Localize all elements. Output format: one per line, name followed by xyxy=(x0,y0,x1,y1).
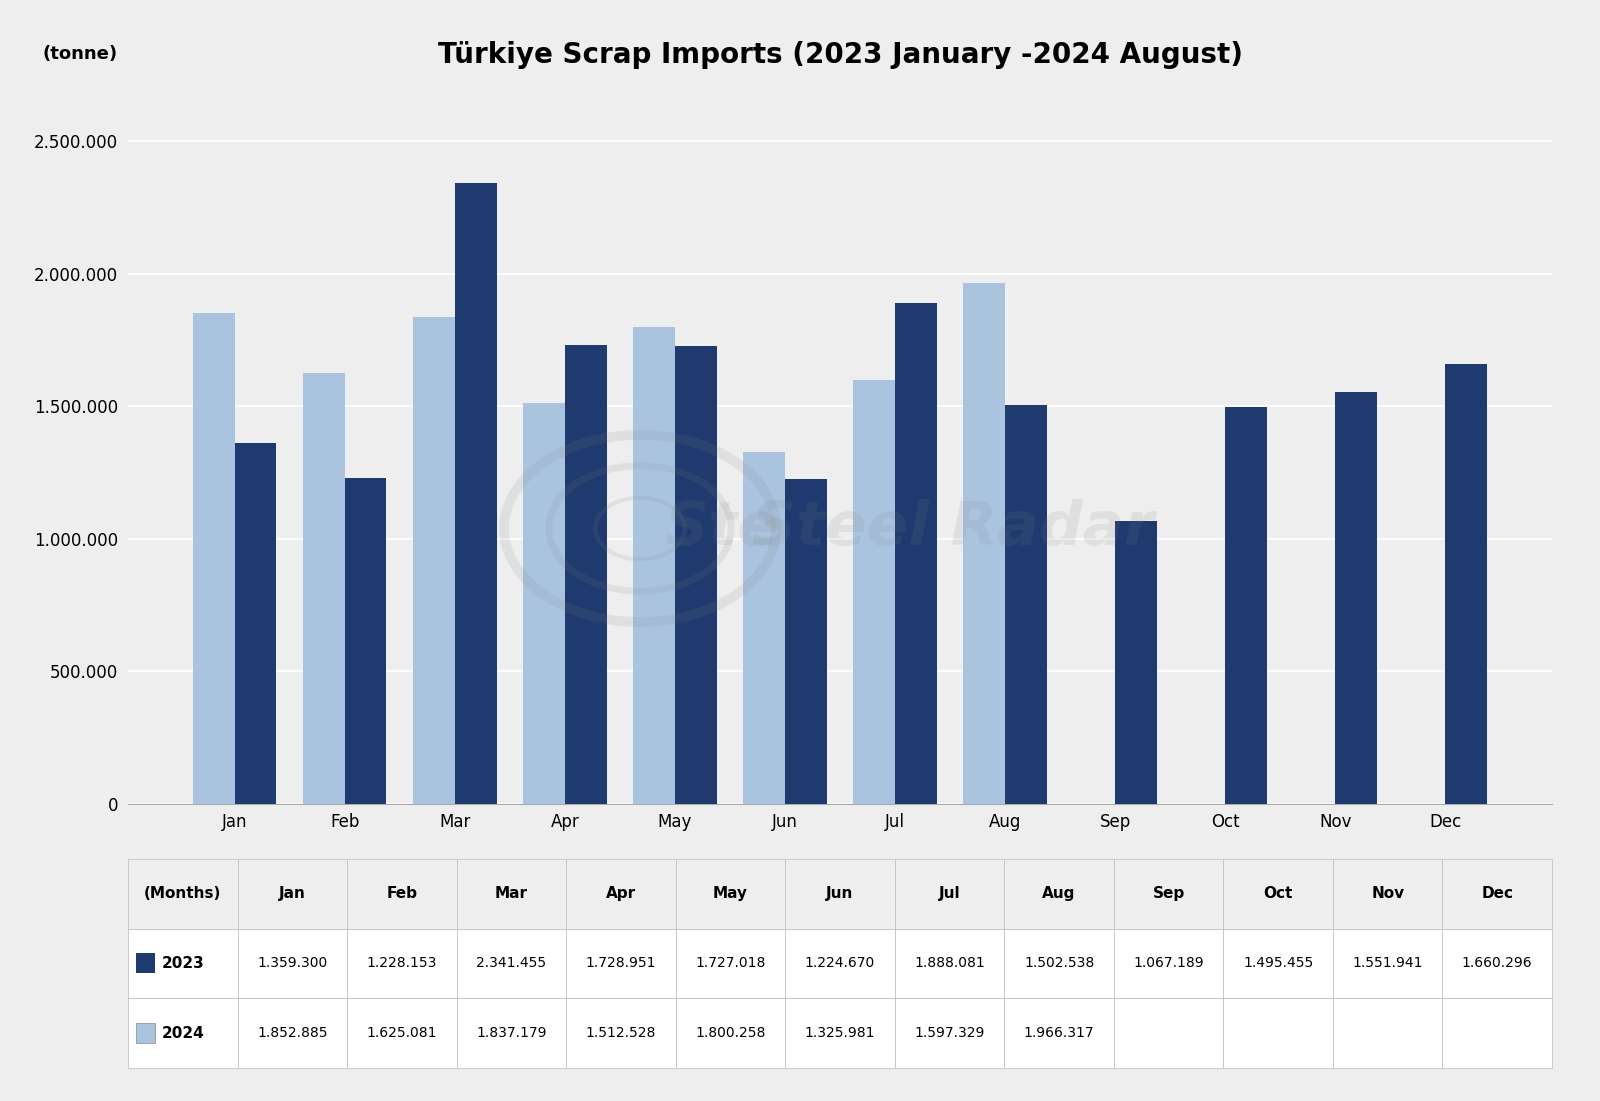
Text: 1.728.951: 1.728.951 xyxy=(586,957,656,970)
Text: Jan: Jan xyxy=(278,886,306,901)
Bar xyxy=(1445,363,1488,804)
Text: 1.512.528: 1.512.528 xyxy=(586,1026,656,1040)
Text: Feb: Feb xyxy=(386,886,418,901)
Text: Oct: Oct xyxy=(1264,886,1293,901)
Bar xyxy=(565,346,606,804)
Bar xyxy=(1226,407,1267,804)
Text: Apr: Apr xyxy=(606,886,635,901)
Text: 1.359.300: 1.359.300 xyxy=(258,957,328,970)
Text: Ste: Ste xyxy=(664,499,779,558)
Bar xyxy=(454,183,496,804)
Bar xyxy=(523,403,565,804)
Bar xyxy=(1005,405,1046,804)
Text: 1.852.885: 1.852.885 xyxy=(258,1026,328,1040)
Text: 1.625.081: 1.625.081 xyxy=(366,1026,437,1040)
Text: 2024: 2024 xyxy=(162,1026,205,1040)
Text: Nov: Nov xyxy=(1371,886,1405,901)
Bar xyxy=(1336,392,1378,804)
Title: Türkiye Scrap Imports (2023 January -2024 August): Türkiye Scrap Imports (2023 January -202… xyxy=(437,41,1243,69)
Bar xyxy=(344,478,387,804)
Text: 1.660.296: 1.660.296 xyxy=(1462,957,1533,970)
Text: Sep: Sep xyxy=(1152,886,1184,901)
Bar xyxy=(742,453,786,804)
Bar xyxy=(894,303,938,804)
Text: 1.837.179: 1.837.179 xyxy=(477,1026,547,1040)
Text: (tonne): (tonne) xyxy=(43,45,118,63)
Bar xyxy=(853,380,894,804)
Text: 1.224.670: 1.224.670 xyxy=(805,957,875,970)
Text: 1.495.455: 1.495.455 xyxy=(1243,957,1314,970)
Text: 1.502.538: 1.502.538 xyxy=(1024,957,1094,970)
Bar xyxy=(235,444,277,804)
Bar xyxy=(413,317,454,804)
Text: 1.800.258: 1.800.258 xyxy=(696,1026,766,1040)
Text: Dec: Dec xyxy=(1482,886,1514,901)
Text: May: May xyxy=(714,886,747,901)
Bar xyxy=(963,283,1005,804)
Text: (Months): (Months) xyxy=(144,886,221,901)
Text: 1.966.317: 1.966.317 xyxy=(1024,1026,1094,1040)
Text: 1.325.981: 1.325.981 xyxy=(805,1026,875,1040)
Bar xyxy=(302,373,344,804)
Text: 2023: 2023 xyxy=(162,956,205,971)
Bar xyxy=(1115,521,1157,804)
Text: 2.341.455: 2.341.455 xyxy=(477,957,547,970)
Text: Jul: Jul xyxy=(939,886,960,901)
Text: 1.888.081: 1.888.081 xyxy=(914,957,986,970)
Bar xyxy=(192,313,235,804)
Text: Mar: Mar xyxy=(494,886,528,901)
Text: Aug: Aug xyxy=(1042,886,1075,901)
Bar xyxy=(675,346,717,804)
Text: Jun: Jun xyxy=(826,886,854,901)
Text: 1.067.189: 1.067.189 xyxy=(1133,957,1203,970)
Text: 1.597.329: 1.597.329 xyxy=(914,1026,984,1040)
Bar xyxy=(634,327,675,804)
Text: 1.727.018: 1.727.018 xyxy=(696,957,766,970)
Text: 1.551.941: 1.551.941 xyxy=(1352,957,1422,970)
Bar xyxy=(786,479,827,804)
Text: 1.228.153: 1.228.153 xyxy=(366,957,437,970)
Text: Steel Radar: Steel Radar xyxy=(752,499,1154,558)
